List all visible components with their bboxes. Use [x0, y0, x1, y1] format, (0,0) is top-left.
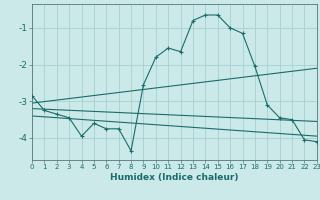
X-axis label: Humidex (Indice chaleur): Humidex (Indice chaleur) — [110, 173, 239, 182]
